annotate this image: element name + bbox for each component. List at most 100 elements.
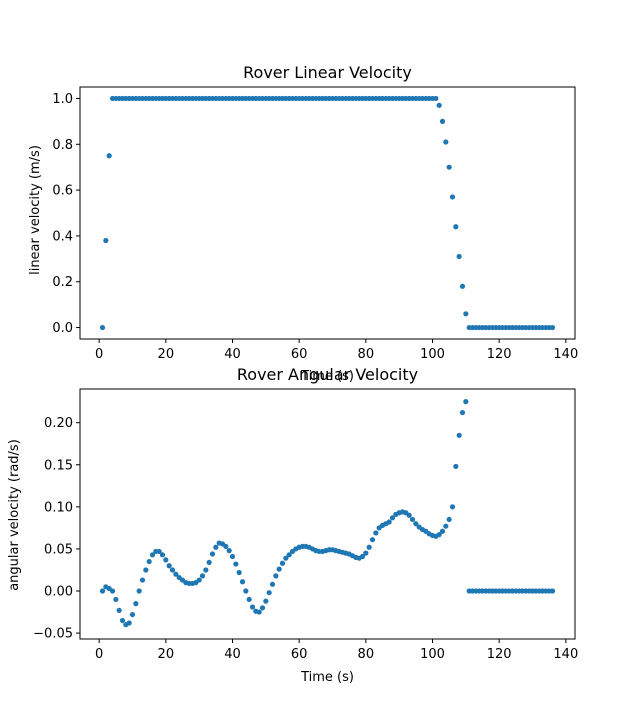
data-point <box>283 555 289 561</box>
data-point <box>119 617 126 624</box>
data-point <box>279 560 286 566</box>
data-point <box>286 552 292 558</box>
data-point <box>136 588 142 594</box>
data-point <box>276 566 282 572</box>
data-point <box>163 557 169 563</box>
data-point <box>366 544 372 550</box>
data-point <box>456 432 462 438</box>
data-point <box>209 551 216 557</box>
plot-frame <box>79 86 576 340</box>
data-point <box>549 324 556 331</box>
y-tick-label: 1.0 <box>52 92 73 107</box>
data-point <box>389 515 396 521</box>
x-tick-label: 120 <box>487 347 512 362</box>
data-point <box>373 530 379 536</box>
data-point <box>443 523 449 529</box>
data-point <box>129 611 136 618</box>
data-point <box>99 324 106 331</box>
data-point <box>203 567 209 573</box>
data-point <box>243 588 249 594</box>
data-point <box>453 224 459 230</box>
y-tick-label: 0.10 <box>44 500 73 515</box>
data-point <box>143 567 149 573</box>
data-point <box>439 528 446 534</box>
x-tick-label: 140 <box>553 647 578 662</box>
linear-velocity-chart: Rover Linear Velocity linear velocity (m… <box>28 63 578 384</box>
x-tick-label: 120 <box>487 647 512 662</box>
data-point <box>446 516 452 523</box>
data-point <box>409 516 416 523</box>
data-point <box>359 553 366 560</box>
data-point <box>233 561 239 567</box>
data-point <box>273 573 279 579</box>
angular-velocity-chart: angular velocity (rad/s) Time (s) 0 20 40 6… <box>7 365 578 685</box>
y-tick-label: 0.20 <box>44 416 73 431</box>
data-point <box>246 596 252 603</box>
x-tick-label: 80 <box>358 347 375 362</box>
data-point <box>433 95 439 102</box>
chart-title: Rover Angular Velocity <box>237 365 418 384</box>
data-point <box>406 512 412 518</box>
data-point <box>156 548 162 555</box>
y-tick-label: 0.0 <box>52 321 73 336</box>
data-point <box>459 409 466 416</box>
x-tick-label: 20 <box>158 347 175 362</box>
data-point <box>196 577 202 583</box>
data-point <box>463 399 469 405</box>
x-axis-label: Time (s) <box>300 369 354 384</box>
tick-group: 0 20 40 60 80 100 120 140 0.0 0.2 0.4 0.6 0.8 1.0 <box>52 92 578 362</box>
data-point <box>113 596 119 603</box>
data-point <box>459 283 466 289</box>
chart-title: Rover Linear Velocity <box>243 63 412 82</box>
data-points <box>99 399 556 628</box>
x-tick-label: 60 <box>291 347 308 362</box>
y-axis-label: angular velocity (rad/s) <box>7 439 22 591</box>
data-point <box>446 164 452 170</box>
data-point <box>266 590 272 596</box>
data-points <box>99 95 556 331</box>
data-point <box>116 607 122 613</box>
data-point <box>103 237 109 244</box>
data-point <box>436 102 442 108</box>
x-tick-label: 40 <box>224 347 241 362</box>
x-tick-label: 60 <box>291 647 308 662</box>
data-point <box>146 558 152 565</box>
data-point <box>386 519 392 525</box>
data-point <box>239 579 246 585</box>
y-axis-label: linear velocity (m/s) <box>28 145 43 275</box>
y-tick-label: 0.2 <box>52 275 73 290</box>
data-point <box>199 573 206 579</box>
data-point <box>436 532 442 538</box>
data-point <box>236 569 242 576</box>
data-point <box>206 559 212 566</box>
data-point <box>106 153 112 159</box>
data-point <box>369 537 376 543</box>
data-point <box>99 588 106 594</box>
data-point <box>166 563 172 569</box>
data-point <box>213 544 219 550</box>
data-point <box>173 571 179 577</box>
data-point <box>149 552 156 558</box>
data-point <box>133 601 139 607</box>
data-point <box>229 553 236 560</box>
data-point <box>223 543 229 550</box>
data-point <box>549 588 556 594</box>
data-point <box>449 194 456 200</box>
x-tick-label: 140 <box>553 347 578 362</box>
x-tick-label: 0 <box>95 347 103 362</box>
x-tick-label: 80 <box>358 647 375 662</box>
data-point <box>159 552 166 558</box>
data-point <box>449 504 456 510</box>
data-point <box>226 548 232 554</box>
y-tick-label: 0.8 <box>52 138 73 153</box>
data-point <box>259 605 266 611</box>
data-point <box>249 604 256 610</box>
x-tick-label: 40 <box>224 647 241 662</box>
x-tick-label: 0 <box>95 647 103 662</box>
x-tick-label: 100 <box>420 647 445 662</box>
data-point <box>439 118 446 124</box>
data-point <box>363 550 369 556</box>
y-tick-label: 0.15 <box>44 458 73 473</box>
data-point <box>126 620 132 626</box>
